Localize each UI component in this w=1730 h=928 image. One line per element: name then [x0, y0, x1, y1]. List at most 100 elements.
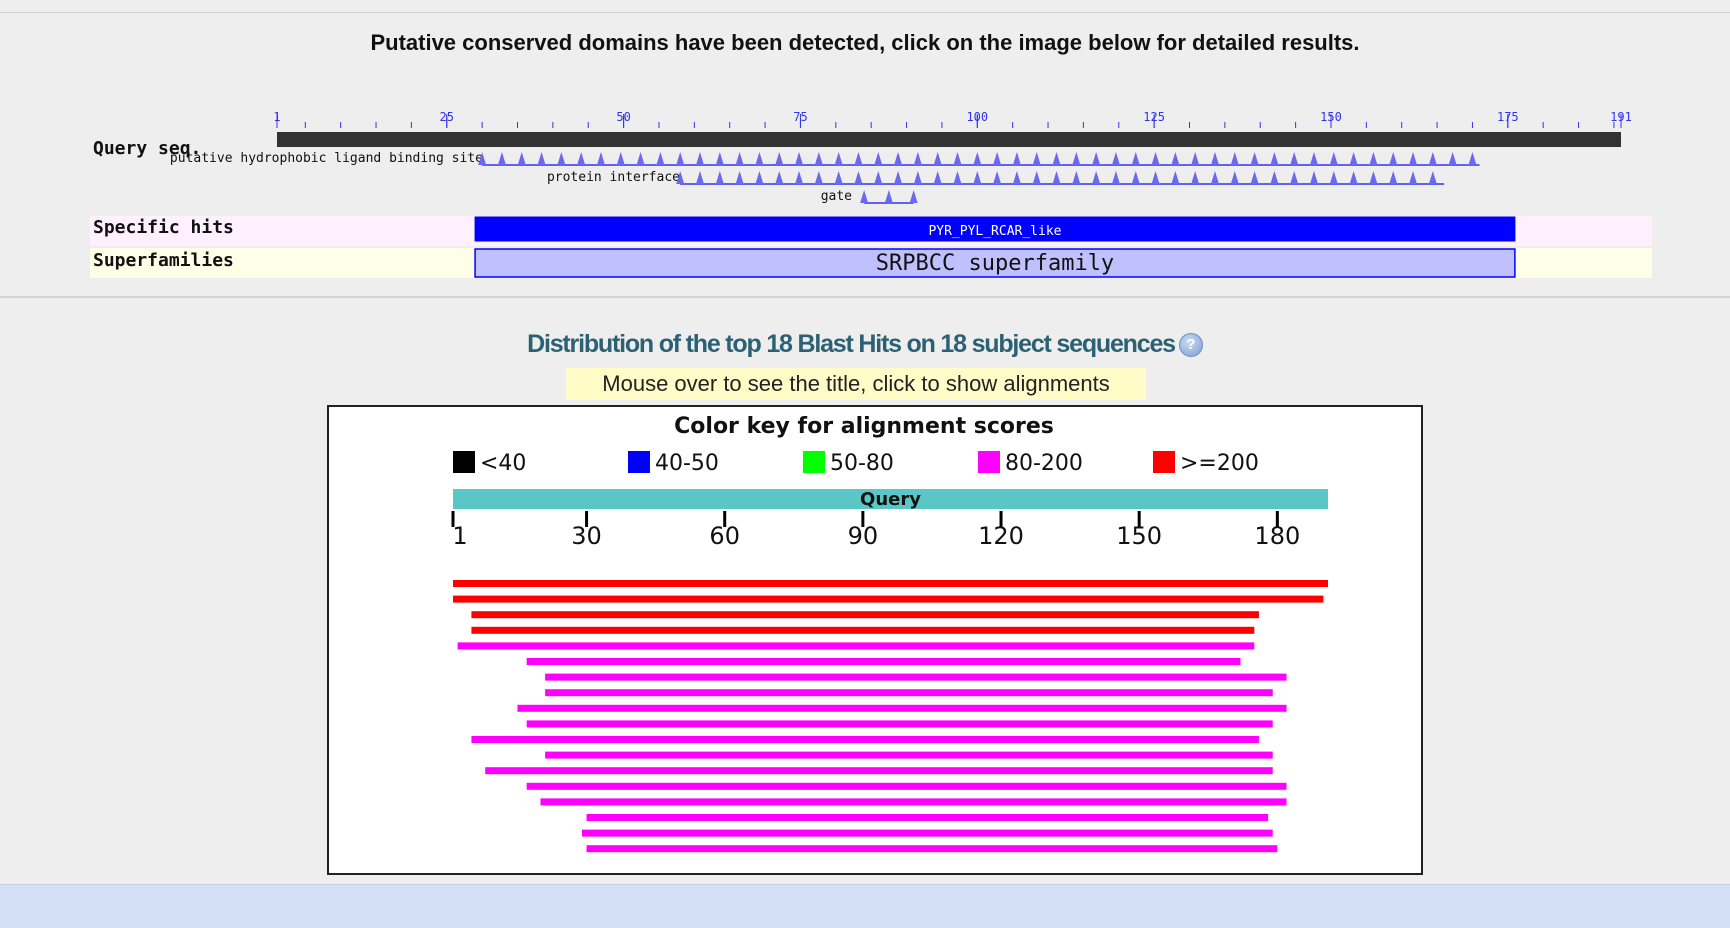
feature-marker: [854, 171, 863, 184]
feature-marker: [735, 171, 744, 184]
legend-swatch: [453, 451, 475, 473]
alignment-hit-bar[interactable]: [545, 751, 1273, 759]
feature-marker: [1409, 152, 1418, 165]
feature-marker: [1052, 171, 1061, 184]
cdd-message: Putative conserved domains have been det…: [370, 30, 1360, 55]
legend-swatch: [803, 451, 825, 473]
feature-marker: [1409, 171, 1418, 184]
ruler-label: 191: [1610, 110, 1632, 124]
alignment-graphic[interactable]: Color key for alignment scores <40 40-50 50…: [327, 405, 1423, 875]
axis-tick-label: 180: [1254, 522, 1300, 550]
alignment-hit-bar[interactable]: [471, 611, 1259, 619]
feature-marker: [735, 152, 744, 165]
feature-marker: [1151, 171, 1160, 184]
alignment-hit-bar[interactable]: [526, 720, 1273, 728]
feature-marker: [1032, 171, 1041, 184]
feature-marker: [1329, 171, 1338, 184]
distribution-title: Distribution of the top 18 Blast Hits on…: [0, 330, 1730, 359]
feature-track[interactable]: putative hydrophobic ligand binding site: [170, 151, 1480, 166]
feature-marker: [1072, 152, 1081, 165]
legend-swatch: [628, 451, 650, 473]
alignment-hit-bar[interactable]: [526, 782, 1287, 790]
mouse-over-hint: Mouse over to see the title, click to sh…: [566, 368, 1146, 400]
feature-marker: [656, 152, 665, 165]
feature-marker: [696, 171, 705, 184]
feature-marker: [933, 171, 942, 184]
bottom-bar: [0, 884, 1730, 928]
axis-tick-label: 150: [1116, 522, 1162, 550]
alignment-hit-bar[interactable]: [453, 595, 1324, 603]
feature-marker: [1389, 152, 1398, 165]
alignment-hit-bar[interactable]: [581, 829, 1273, 837]
feature-marker: [1329, 152, 1338, 165]
feature-marker: [1428, 152, 1437, 165]
axis-tick-label: 30: [571, 522, 602, 550]
alignment-hit-bar[interactable]: [453, 580, 1328, 587]
ruler-label: 75: [793, 110, 807, 124]
feature-marker: [1290, 171, 1299, 184]
alignment-hit-bar[interactable]: [471, 736, 1259, 743]
specific-hits-label: Specific hits: [93, 217, 234, 238]
feature-marker: [973, 152, 982, 165]
feature-marker: [497, 152, 506, 165]
feature-marker: [715, 171, 724, 184]
feature-track[interactable]: gate: [821, 189, 918, 204]
feature-label: putative hydrophobic ligand binding site: [170, 151, 483, 166]
feature-marker: [1468, 152, 1477, 165]
feature-marker: [1151, 152, 1160, 165]
superfamily-bar[interactable]: [474, 248, 1516, 278]
feature-marker: [854, 152, 863, 165]
feature-marker: [1052, 152, 1061, 165]
feature-marker: [1250, 152, 1259, 165]
feature-marker: [1092, 171, 1101, 184]
feature-marker: [1290, 152, 1299, 165]
axis-tick-label: 60: [709, 522, 740, 550]
alignment-hit-bar[interactable]: [485, 767, 1273, 775]
feature-marker: [1210, 171, 1219, 184]
feature-marker: [814, 171, 823, 184]
ruler-label: 100: [966, 110, 988, 124]
feature-marker: [993, 152, 1002, 165]
legend-swatch: [978, 451, 1000, 473]
specific-hit-bar[interactable]: [474, 216, 1516, 242]
feature-marker: [775, 152, 784, 165]
legend-label: >=200: [1180, 451, 1259, 476]
alignment-hit-bar[interactable]: [545, 673, 1287, 681]
feature-marker: [1250, 171, 1259, 184]
feature-marker: [1389, 171, 1398, 184]
feature-track[interactable]: protein interface: [547, 170, 1445, 185]
feature-marker: [755, 152, 764, 165]
feature-marker: [1131, 152, 1140, 165]
alignment-hit-bar[interactable]: [586, 814, 1269, 821]
axis-tick-label: 1: [452, 522, 467, 550]
help-icon[interactable]: ?: [1178, 333, 1203, 358]
feature-marker: [1230, 152, 1239, 165]
specific-hit-name: PYR_PYL_RCAR_like: [928, 224, 1061, 239]
feature-marker: [1191, 171, 1200, 184]
alignment-graphic-svg[interactable]: Color key for alignment scores <40 40-50 50…: [329, 407, 1421, 873]
alignment-hit-bar[interactable]: [457, 642, 1255, 650]
alignment-hit-bar[interactable]: [517, 704, 1287, 712]
feature-marker: [860, 190, 869, 203]
ruler-label: 1: [273, 110, 280, 124]
alignment-hit-bar[interactable]: [586, 845, 1278, 853]
alignment-hit-bar[interactable]: [545, 689, 1273, 697]
feature-marker: [1270, 171, 1279, 184]
alignment-hit-bar[interactable]: [526, 658, 1241, 665]
legend-label: 80-200: [1005, 451, 1083, 476]
feature-marker: [1012, 171, 1021, 184]
feature-marker: [696, 152, 705, 165]
feature-marker: [775, 171, 784, 184]
alignment-hit-bar[interactable]: [540, 798, 1287, 806]
distribution-title-text: Distribution of the top 18 Blast Hits on…: [527, 330, 1176, 358]
feature-marker: [1270, 152, 1279, 165]
feature-marker: [909, 190, 918, 203]
feature-marker: [814, 152, 823, 165]
feature-marker: [537, 152, 546, 165]
ruler-label: 25: [440, 110, 454, 124]
alignment-hit-bar[interactable]: [471, 626, 1255, 634]
feature-marker: [874, 152, 883, 165]
query-seq-bar[interactable]: [277, 132, 1621, 147]
top-divider: [0, 12, 1730, 13]
